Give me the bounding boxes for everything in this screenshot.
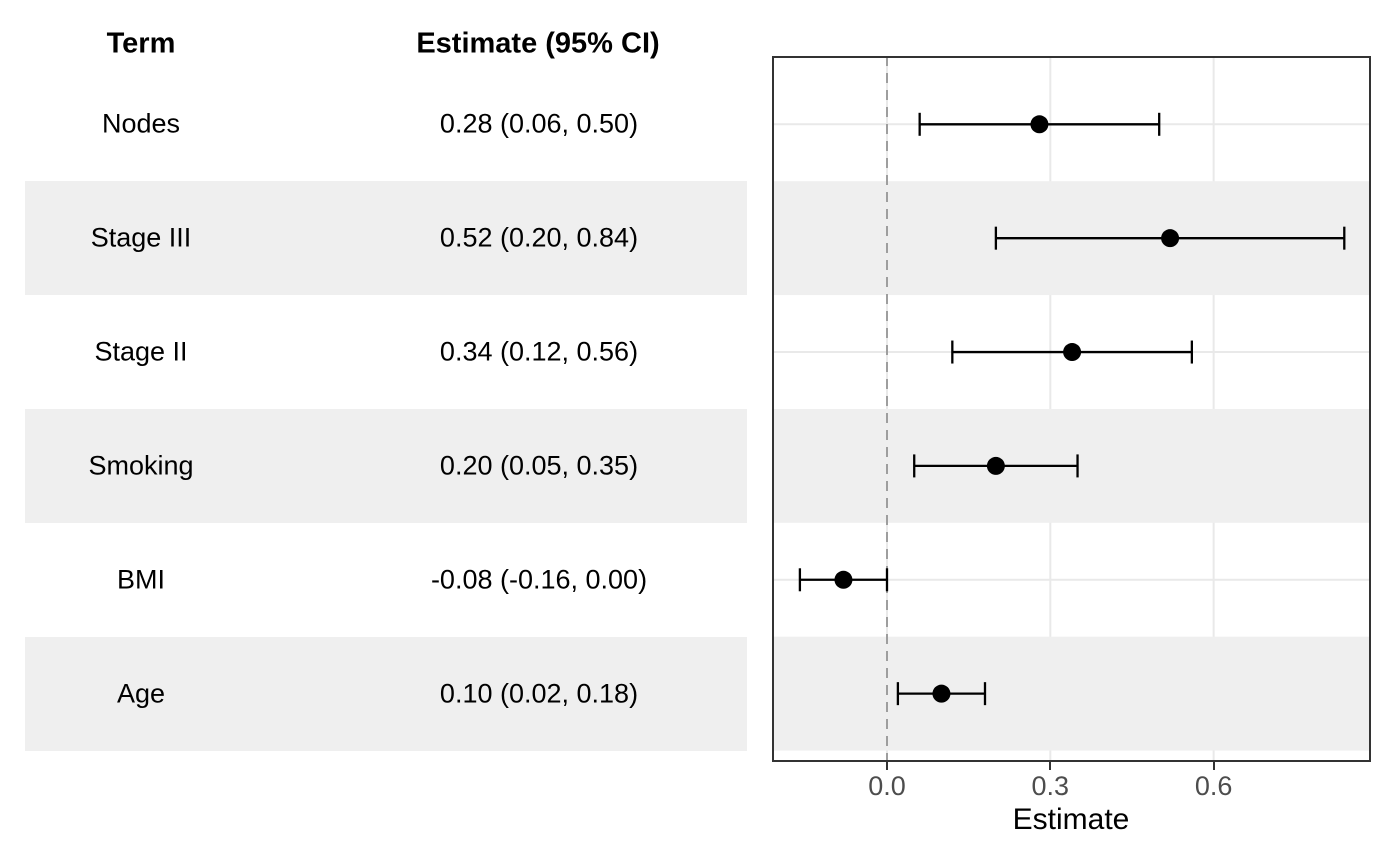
estimate-ci-label: 0.20 (0.05, 0.35) — [439, 450, 639, 481]
term-label: Stage III — [90, 222, 192, 253]
x-axis-title: Estimate — [1012, 803, 1130, 836]
term-label: Stage II — [94, 336, 188, 367]
estimate-ci-label: 0.10 (0.02, 0.18) — [439, 678, 639, 709]
estimate-point — [1063, 343, 1082, 362]
estimate-ci-label: 0.28 (0.06, 0.50) — [439, 108, 639, 139]
estimate-point — [986, 456, 1005, 475]
term-label: BMI — [116, 564, 166, 595]
x-axis-tick-mark — [886, 762, 888, 770]
row-stripe — [25, 181, 747, 296]
panel-border — [772, 56, 1371, 762]
x-axis-tick-label: 0.6 — [1194, 771, 1233, 801]
estimate-column-header: Estimate (95% CI) — [416, 27, 660, 60]
estimate-ci-label: -0.08 (-0.16, 0.00) — [430, 564, 648, 595]
term-label: Age — [116, 678, 166, 709]
estimate-ci-label: 0.34 (0.12, 0.56) — [439, 336, 639, 367]
x-axis-tick-mark — [1049, 762, 1052, 770]
term-column-header: Term — [106, 27, 176, 60]
estimate-point — [1161, 229, 1180, 248]
estimate-point — [932, 684, 951, 703]
row-stripe — [25, 408, 747, 523]
x-axis-tick-label: 0.0 — [868, 771, 906, 801]
row-stripe — [25, 636, 747, 751]
estimate-point — [834, 570, 853, 589]
estimate-ci-label: 0.52 (0.20, 0.84) — [439, 222, 639, 253]
term-label: Smoking — [88, 450, 194, 481]
forest-plot-panel — [772, 56, 1371, 762]
term-label: Nodes — [101, 108, 181, 139]
x-axis-tick-mark — [1212, 762, 1215, 770]
x-axis-tick-label: 0.3 — [1031, 771, 1070, 801]
estimate-point — [1030, 115, 1049, 134]
panel-row-stripe — [773, 636, 1370, 751]
